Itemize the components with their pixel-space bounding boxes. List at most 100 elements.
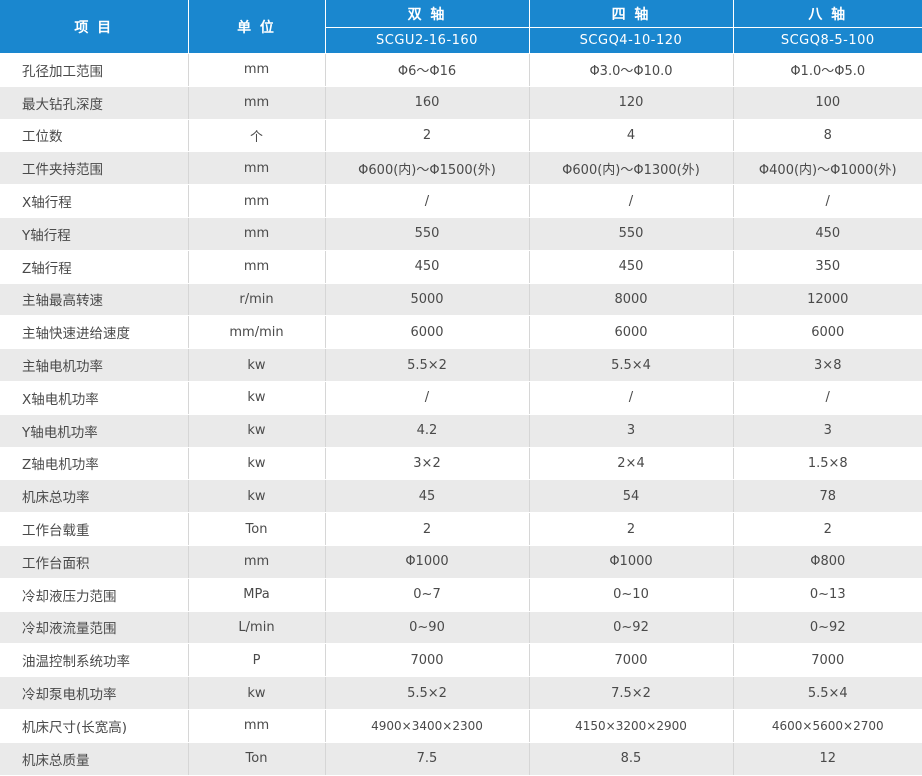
row-item-label: 机床总质量 xyxy=(0,742,189,776)
row-value-model-3: 100 xyxy=(733,86,922,120)
row-value-model-1: 160 xyxy=(325,86,530,120)
row-value-model-1: Φ600(内)～Φ1500(外) xyxy=(325,151,530,186)
row-value-model-2: Φ600(内)～Φ1300(外) xyxy=(529,151,734,186)
row-item-label: 工位数 xyxy=(0,119,189,153)
row-value-model-2: 2×4 xyxy=(529,447,734,481)
row-unit: mm xyxy=(188,545,326,579)
header-model-group-1: 双 轴 xyxy=(325,0,530,28)
row-unit: mm/min xyxy=(188,315,326,350)
table-row: Y轴行程 mm 550 550 450 xyxy=(0,217,922,251)
row-value-model-1: / xyxy=(325,381,530,415)
table-row: Z轴电机功率 kw 3×2 2×4 1.5×8 xyxy=(0,447,922,481)
row-value-model-1: 3×2 xyxy=(325,447,530,481)
row-value-model-1: 7.5 xyxy=(325,742,530,776)
table-row: 主轴电机功率 kw 5.5×2 5.5×4 3×8 xyxy=(0,348,922,382)
row-value-model-3: Φ1.0～Φ5.0 xyxy=(733,53,922,87)
row-value-model-3: 12 xyxy=(733,742,922,776)
row-value-model-3: 78 xyxy=(733,479,922,514)
table-row: 机床尺寸(长宽高) mm 4900×3400×2300 4150×3200×2900 4… xyxy=(0,709,922,743)
table-row: 工件夹持范围 mm Φ600(内)～Φ1500(外) Φ600(内)～Φ1300(外)… xyxy=(0,151,922,186)
row-value-model-2: 7000 xyxy=(529,643,734,678)
row-value-model-3: 450 xyxy=(733,217,922,251)
row-value-model-2: 54 xyxy=(529,479,734,514)
row-unit: MPa xyxy=(188,578,326,612)
row-value-model-2: 5.5×4 xyxy=(529,348,734,382)
table-row: 孔径加工范围 mm Φ6～Φ16 Φ3.0～Φ10.0 Φ1.0～Φ5.0 xyxy=(0,53,922,87)
header-model-code-1: SCGU2-16-160 xyxy=(325,27,530,54)
row-item-label: 主轴电机功率 xyxy=(0,348,189,382)
row-item-label: Y轴行程 xyxy=(0,217,189,251)
row-value-model-2: 7.5×2 xyxy=(529,676,734,710)
row-value-model-1: / xyxy=(325,184,530,218)
row-value-model-1: 7000 xyxy=(325,643,530,678)
row-value-model-2: 4 xyxy=(529,119,734,153)
row-item-label: 最大钻孔深度 xyxy=(0,86,189,120)
row-unit: kw xyxy=(188,414,326,448)
row-item-label: 孔径加工范围 xyxy=(0,53,189,87)
row-unit: kw xyxy=(188,381,326,415)
table-row: 工作台面积 mm Φ1000 Φ1000 Φ800 xyxy=(0,545,922,579)
row-value-model-1: 5.5×2 xyxy=(325,348,530,382)
row-value-model-1: 2 xyxy=(325,119,530,153)
header-model-group-2: 四 轴 xyxy=(529,0,734,28)
table-row: X轴电机功率 kw / / / xyxy=(0,381,922,415)
row-item-label: 机床尺寸(长宽高) xyxy=(0,709,189,743)
row-unit: mm xyxy=(188,217,326,251)
row-item-label: 工作台载重 xyxy=(0,512,189,546)
row-value-model-3: 0~92 xyxy=(733,611,922,645)
header-model-code-2: SCGQ4-10-120 xyxy=(529,27,734,54)
row-unit: r/min xyxy=(188,283,326,317)
row-value-model-2: 8000 xyxy=(529,283,734,317)
row-value-model-2: 120 xyxy=(529,86,734,120)
row-item-label: 冷却液压力范围 xyxy=(0,578,189,612)
table-row: 机床总功率 kw 45 54 78 xyxy=(0,479,922,514)
table-row: Y轴电机功率 kw 4.2 3 3 xyxy=(0,414,922,448)
row-value-model-2: Φ1000 xyxy=(529,545,734,579)
header-model-group-3: 八 轴 xyxy=(733,0,922,28)
row-value-model-3: 12000 xyxy=(733,283,922,317)
row-value-model-3: 1.5×8 xyxy=(733,447,922,481)
row-unit: kw xyxy=(188,676,326,710)
row-value-model-1: 0~7 xyxy=(325,578,530,612)
table-row: 油温控制系统功率 P 7000 7000 7000 xyxy=(0,643,922,678)
row-value-model-1: 450 xyxy=(325,250,530,284)
row-unit: mm xyxy=(188,86,326,120)
row-value-model-1: Φ1000 xyxy=(325,545,530,579)
header-unit: 单 位 xyxy=(188,0,326,54)
row-item-label: 工件夹持范围 xyxy=(0,151,189,186)
row-value-model-2: 2 xyxy=(529,512,734,546)
row-value-model-1: 2 xyxy=(325,512,530,546)
row-value-model-2: 550 xyxy=(529,217,734,251)
table-header: 项 目 单 位 双 轴 四 轴 八 轴 SCGU2-16-160 SCGQ4-1… xyxy=(0,0,922,54)
table-row: 冷却泵电机功率 kw 5.5×2 7.5×2 5.5×4 xyxy=(0,676,922,710)
row-value-model-1: 0~90 xyxy=(325,611,530,645)
row-item-label: Z轴电机功率 xyxy=(0,447,189,481)
row-value-model-2: / xyxy=(529,184,734,218)
row-unit: kw xyxy=(188,348,326,382)
row-value-model-3: 5.5×4 xyxy=(733,676,922,710)
row-item-label: 主轴最高转速 xyxy=(0,283,189,317)
row-item-label: Z轴行程 xyxy=(0,250,189,284)
row-value-model-3: / xyxy=(733,381,922,415)
row-value-model-1: 4.2 xyxy=(325,414,530,448)
row-value-model-2: / xyxy=(529,381,734,415)
row-value-model-2: 0~10 xyxy=(529,578,734,612)
row-value-model-1: 5000 xyxy=(325,283,530,317)
table-row: 机床总质量 Ton 7.5 8.5 12 xyxy=(0,742,922,776)
row-value-model-2: Φ3.0～Φ10.0 xyxy=(529,53,734,87)
table-row: 最大钻孔深度 mm 160 120 100 xyxy=(0,86,922,120)
row-item-label: 机床总功率 xyxy=(0,479,189,514)
row-value-model-2: 3 xyxy=(529,414,734,448)
row-unit: mm xyxy=(188,250,326,284)
row-item-label: 主轴快速进给速度 xyxy=(0,315,189,350)
row-unit: Ton xyxy=(188,742,326,776)
row-item-label: 工作台面积 xyxy=(0,545,189,579)
row-value-model-1: 5.5×2 xyxy=(325,676,530,710)
row-value-model-3: 8 xyxy=(733,119,922,153)
row-value-model-2: 6000 xyxy=(529,315,734,350)
row-value-model-3: 4600×5600×2700 xyxy=(733,709,922,743)
row-item-label: 冷却液流量范围 xyxy=(0,611,189,645)
row-value-model-1: 4900×3400×2300 xyxy=(325,709,530,743)
table-row: X轴行程 mm / / / xyxy=(0,184,922,218)
row-item-label: Y轴电机功率 xyxy=(0,414,189,448)
